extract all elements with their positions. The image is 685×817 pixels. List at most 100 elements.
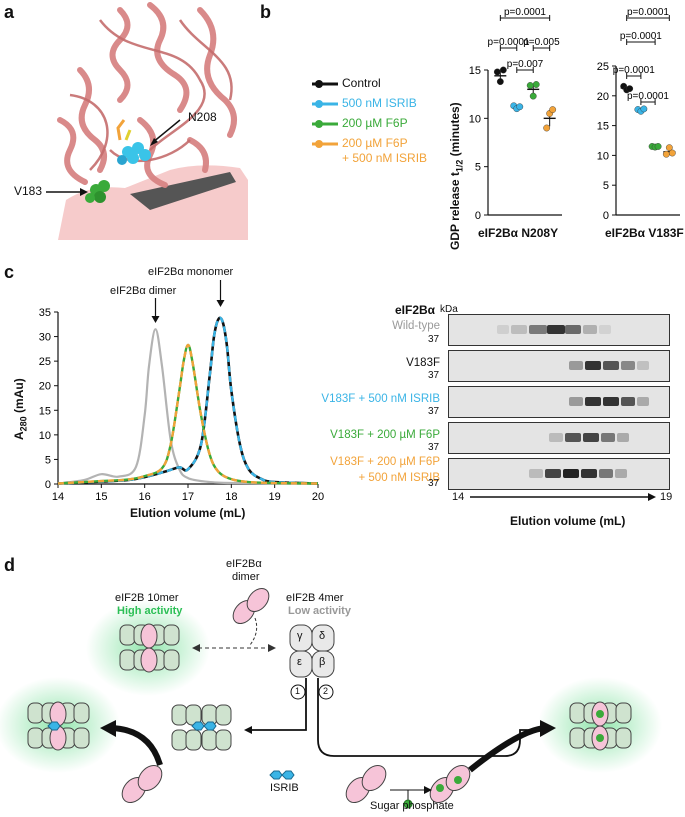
y-tick-label: 10 xyxy=(597,150,609,162)
panel-c-label: c xyxy=(4,262,15,282)
data-point xyxy=(654,143,662,150)
data-point xyxy=(499,66,507,74)
x-tick-label: 14 xyxy=(52,491,64,503)
data-point xyxy=(668,149,676,157)
series-line-wild-type xyxy=(57,328,319,485)
y-tick-label: 0 xyxy=(475,210,481,222)
gel-v183f-isrib xyxy=(448,386,670,418)
subunit-gamma: γ xyxy=(297,630,303,642)
series-line-v183f-200-m-f6p-500-nm-isrib xyxy=(57,343,319,485)
series-line-v183f-500-nm-isrib xyxy=(57,316,319,485)
panel-a-label: a xyxy=(4,2,15,22)
series-line-v183f-200-m-f6p xyxy=(57,343,319,485)
gel-xlabel: Elution volume (mL) xyxy=(510,514,626,528)
x-tick-label: 17 xyxy=(182,491,194,503)
x-tick-label: 18 xyxy=(225,491,237,503)
marker-37-3: 37 xyxy=(428,406,440,417)
subunit-delta: δ xyxy=(319,630,326,642)
legend-isrib: 500 nM ISRIB xyxy=(342,96,417,110)
data-point xyxy=(496,78,504,86)
path-1-label: 1 xyxy=(295,686,301,696)
y-tick-label: 0 xyxy=(45,479,51,491)
isrib-label: ISRIB xyxy=(270,782,299,794)
n208-axis-title: eIF2Bα N208Y xyxy=(478,226,559,240)
y-tick-label: 5 xyxy=(45,454,51,466)
fourmer-activity: Low activity xyxy=(288,605,351,617)
marker-37-1: 37 xyxy=(428,334,440,345)
monomer-annotation: eIF2Bα monomer xyxy=(148,266,234,278)
y-tick-label: 25 xyxy=(39,356,51,368)
data-point xyxy=(516,103,524,111)
monomer-arrowhead xyxy=(216,300,225,307)
fourmer-title: eIF2B 4mer xyxy=(286,592,344,604)
marker-37-4: 37 xyxy=(428,442,440,453)
gel-v183f-f6p-isrib xyxy=(448,458,670,490)
dimer-label-2: dimer xyxy=(232,571,260,583)
x-tick-label: 19 xyxy=(269,491,281,503)
series-line-v183f xyxy=(57,316,319,485)
lane-v183f-f6p-isrib-2: + 500 nM ISRIB xyxy=(358,472,441,484)
tenmer-activity: High activity xyxy=(117,605,183,617)
data-point xyxy=(493,68,501,76)
sugar-phosphate-label: Sugar phosphate xyxy=(370,800,454,812)
p-value-label: p=0.0001 xyxy=(613,65,655,76)
panel-b-label: b xyxy=(260,2,271,22)
y-tick-label: 5 xyxy=(475,162,481,174)
y-tick-label: 10 xyxy=(469,113,481,125)
marker-37-5: 37 xyxy=(428,478,440,489)
data-point xyxy=(549,106,557,114)
v183-axis-title: eIF2Bα V183F xyxy=(605,226,684,240)
y-tick-label: 5 xyxy=(603,180,609,192)
gel-wild-type xyxy=(448,314,670,346)
p-value-label: p=0.0001 xyxy=(504,7,546,18)
data-point xyxy=(532,81,540,88)
lane-wild-type: Wild-type xyxy=(392,320,440,332)
data-point xyxy=(543,124,551,132)
dimer-annotation: eIF2Bα dimer xyxy=(110,285,177,297)
y-tick-label: 15 xyxy=(469,65,481,77)
y-tick-label: 30 xyxy=(39,332,51,344)
y-tick-label: 0 xyxy=(603,210,609,222)
marker-37-2: 37 xyxy=(428,370,440,381)
gel-axis-start: 14 xyxy=(452,491,465,503)
gel-v183f-f6p xyxy=(448,422,670,454)
p-value-label: p=0.0001 xyxy=(620,31,662,42)
y-tick-label: 15 xyxy=(597,121,609,133)
y-tick-label: 35 xyxy=(39,307,51,319)
y-tick-label: 15 xyxy=(39,405,51,417)
path-2-label: 2 xyxy=(323,686,329,696)
panel-c-ylabel: A280 (mAu) xyxy=(12,378,29,440)
p-value-label: p=0.0001 xyxy=(627,7,669,18)
dimer-arrowhead xyxy=(151,316,160,323)
y-tick-label: 25 xyxy=(597,61,609,73)
gel-axis-end: 19 xyxy=(660,491,673,503)
p-value-label: p=0.0001 xyxy=(627,91,669,102)
p-value-label: p=0.007 xyxy=(507,59,544,70)
lane-v183f-f6p-isrib-1: V183F + 200 µM F6P xyxy=(330,456,440,468)
legend-f6p: 200 µM F6P xyxy=(342,116,408,130)
lane-v183f: V183F xyxy=(406,357,440,369)
v183-label: V183 xyxy=(14,184,43,198)
data-point xyxy=(640,105,648,113)
lane-v183f-isrib: V183F + 500 nM ISRIB xyxy=(321,393,440,405)
kda-label: kDa xyxy=(440,304,458,315)
legend-control: Control xyxy=(342,76,381,90)
panel-d-label: d xyxy=(4,555,15,575)
y-tick-label: 10 xyxy=(39,430,51,442)
panel-c-xlabel: Elution volume (mL) xyxy=(130,506,246,520)
lane-v183f-f6p: V183F + 200 µM F6P xyxy=(330,429,440,441)
x-tick-label: 15 xyxy=(95,491,107,503)
dimer-label-1: eIF2Bα xyxy=(226,558,262,570)
y-tick-label: 20 xyxy=(39,381,51,393)
data-point xyxy=(626,85,634,93)
x-tick-label: 16 xyxy=(139,491,151,503)
data-point xyxy=(529,92,537,100)
tenmer-title: eIF2B 10mer xyxy=(115,592,179,604)
p-value-label: p=0.0001 xyxy=(488,37,530,48)
legend-f6p-isrib-2: + 500 nM ISRIB xyxy=(342,151,428,165)
y-tick-label: 20 xyxy=(597,91,609,103)
subunit-epsilon: ε xyxy=(297,656,302,668)
gel-v183f xyxy=(448,350,670,382)
gel-header: eIF2Bα xyxy=(395,303,436,317)
